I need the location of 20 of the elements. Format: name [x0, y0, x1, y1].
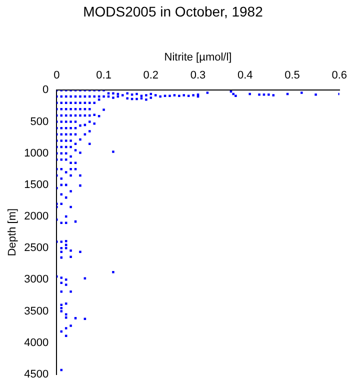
y-tick-label: 4500: [24, 368, 49, 380]
x-tick-label: 0.5: [284, 70, 300, 82]
x-tick-label: 0.4: [237, 70, 253, 82]
y-tick-label: 1000: [24, 147, 49, 160]
x-tick-label: 0: [54, 70, 60, 82]
y-tick-label: 500: [30, 116, 49, 128]
y-tick-label: 3500: [24, 305, 49, 318]
y-tick-label: 0: [42, 84, 49, 96]
y-tick-label: 3000: [24, 274, 49, 286]
x-tick-label: 0.2: [143, 70, 159, 82]
y-tick-label: 2000: [24, 210, 49, 223]
y-tick-label: 1500: [24, 178, 49, 191]
y-axis-title: Depth [m]: [6, 208, 19, 256]
x-tick-label: 0.6: [332, 70, 348, 82]
x-tick-label: 0.3: [190, 70, 206, 82]
chart-title: MODS2005 in October, 1982: [83, 3, 264, 20]
x-axis-title: Nitrite [µmol/l]: [164, 51, 232, 64]
y-tick-label: 4000: [24, 336, 49, 349]
x-tick-label: 0.1: [96, 70, 112, 82]
y-tick-label: 2500: [24, 242, 49, 254]
